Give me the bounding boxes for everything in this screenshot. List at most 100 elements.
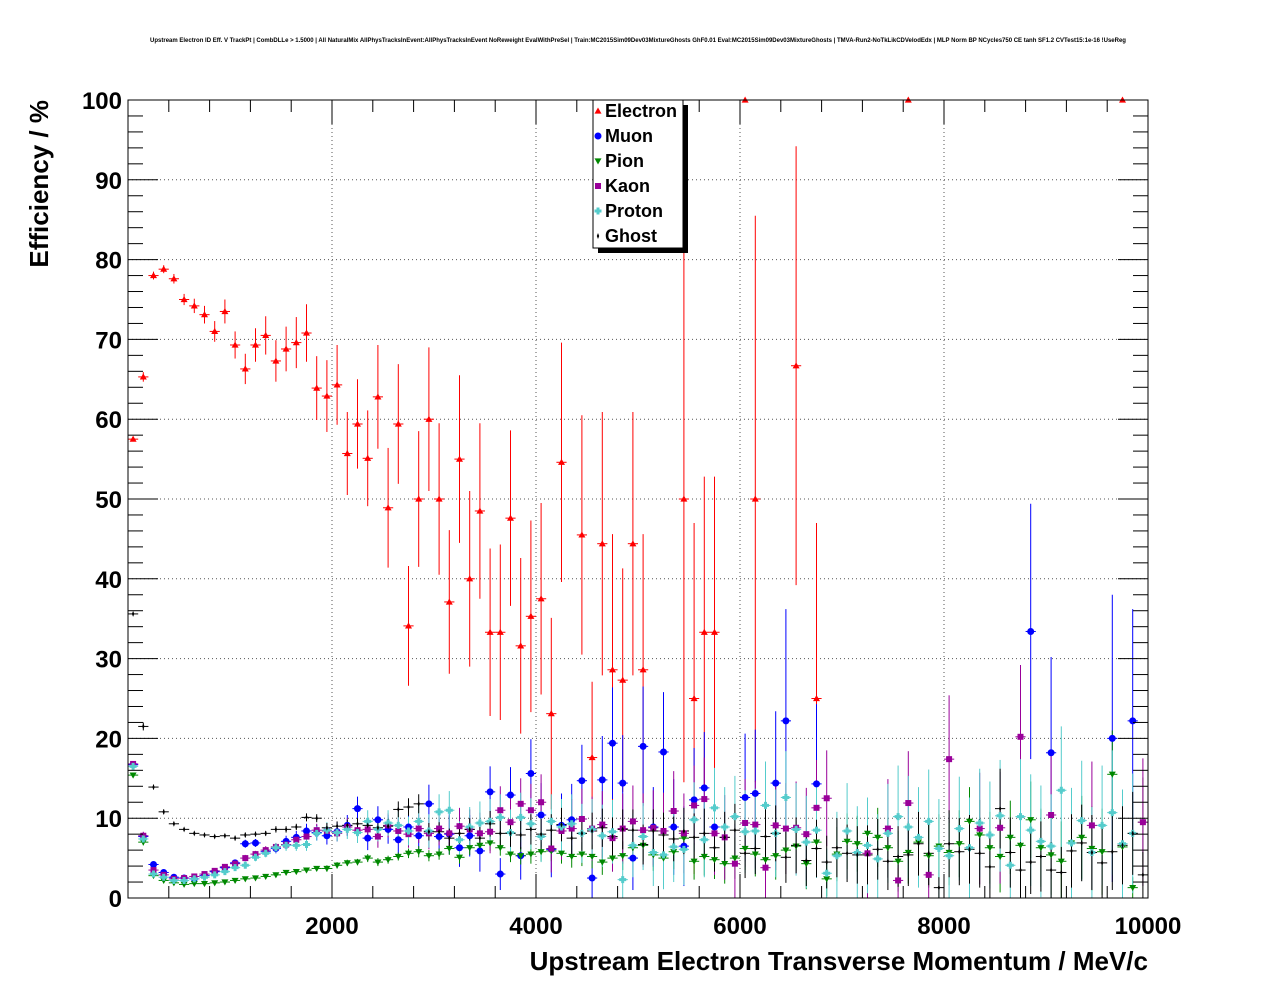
proton-point (619, 876, 627, 884)
electron-point (354, 420, 361, 427)
y-axis-label: Efficiency / % (24, 100, 54, 268)
ghost-point (917, 840, 920, 847)
proton-point (445, 806, 453, 814)
ghost-point (284, 826, 288, 833)
kaon-point (507, 819, 514, 826)
pion-point (751, 851, 759, 858)
ghost-point (529, 826, 533, 833)
ghost-point (743, 850, 747, 857)
ghost-point (1111, 848, 1114, 855)
muon-point (711, 823, 718, 831)
pion-point (1027, 817, 1035, 824)
electron-point (129, 435, 137, 442)
ghost-point (1080, 839, 1083, 846)
muon-point (476, 847, 484, 855)
proton-point (405, 827, 412, 835)
pion-point (252, 875, 259, 882)
ghost-point (1131, 830, 1134, 837)
ghost-point (1121, 842, 1124, 849)
electron-point (609, 666, 616, 673)
ghost-point (488, 820, 492, 827)
ghost-point (764, 833, 767, 840)
ghost-point (1029, 859, 1032, 866)
y-tick-label: 70 (95, 327, 122, 354)
pion-point (180, 881, 188, 888)
kaon-point (660, 827, 667, 834)
ghost-point (448, 835, 451, 842)
electron-point (333, 381, 341, 388)
pion-point (884, 845, 892, 852)
proton-point (354, 829, 361, 837)
pion-point (160, 877, 168, 884)
kaon-point (1088, 822, 1095, 829)
proton-point (955, 825, 963, 833)
electron-point (619, 676, 627, 683)
ghost-point (142, 723, 145, 730)
kaon-point (242, 855, 249, 862)
ghost-point (692, 834, 696, 841)
electron-point (201, 311, 208, 318)
muon-point (364, 834, 372, 842)
ghost-point (590, 827, 594, 834)
ghost-point (703, 830, 706, 837)
electron-point (170, 275, 178, 282)
pion-point (1088, 845, 1096, 853)
ghost-point (805, 857, 808, 864)
proton-point (1068, 839, 1075, 847)
proton-point (904, 823, 912, 831)
kaon-point (640, 827, 647, 834)
pion-point (1108, 771, 1116, 778)
proton-point (170, 876, 178, 884)
ghost-point (682, 827, 686, 834)
legend-muon-label: Muon (605, 126, 653, 146)
ghost-point (366, 822, 369, 829)
electron-point (241, 365, 249, 372)
y-tick-label: 100 (82, 88, 122, 115)
ghost-point (652, 827, 655, 834)
proton-point (150, 870, 157, 878)
ghost-point (1100, 859, 1104, 866)
electron-point (139, 373, 147, 380)
proton-point (680, 845, 688, 853)
ghost-point (662, 831, 665, 838)
proton-point (598, 832, 606, 840)
ghost-point (754, 845, 757, 852)
ghost-point (254, 831, 257, 838)
muon-point (568, 816, 576, 824)
ghost-point (968, 846, 971, 853)
pion-point (782, 847, 790, 854)
muon-point (670, 823, 678, 831)
y-tick-label: 60 (95, 407, 122, 434)
proton-point (762, 801, 769, 809)
legend-muon-marker (594, 132, 602, 140)
electron-point (303, 329, 310, 336)
kaon-point (436, 825, 443, 832)
kaon-point (629, 818, 636, 825)
proton-point (211, 871, 219, 879)
electron-point (547, 710, 555, 717)
ghost-point (978, 850, 981, 857)
pion-point (1098, 849, 1106, 856)
pion-point (466, 845, 474, 852)
electron-point (476, 507, 484, 514)
muon-point (1108, 734, 1116, 742)
pion-point (241, 876, 249, 883)
ghost-point (1049, 867, 1053, 874)
muon-point (496, 870, 504, 878)
pion-point (221, 879, 229, 886)
ghost-point (233, 835, 237, 842)
electron-point (211, 327, 219, 335)
ghost-point (907, 851, 910, 858)
kaon-point (691, 802, 698, 809)
kaon-point (150, 867, 157, 874)
ghost-point (570, 835, 573, 842)
muon-point (425, 800, 433, 808)
ghost-point (539, 831, 543, 838)
pion-point (588, 853, 596, 861)
electron-point (466, 575, 474, 582)
ghost-point (407, 804, 410, 811)
ghost-point (794, 842, 798, 849)
pion-point (670, 849, 678, 856)
muon-point (537, 811, 545, 819)
y-tick-label: 80 (95, 248, 122, 275)
